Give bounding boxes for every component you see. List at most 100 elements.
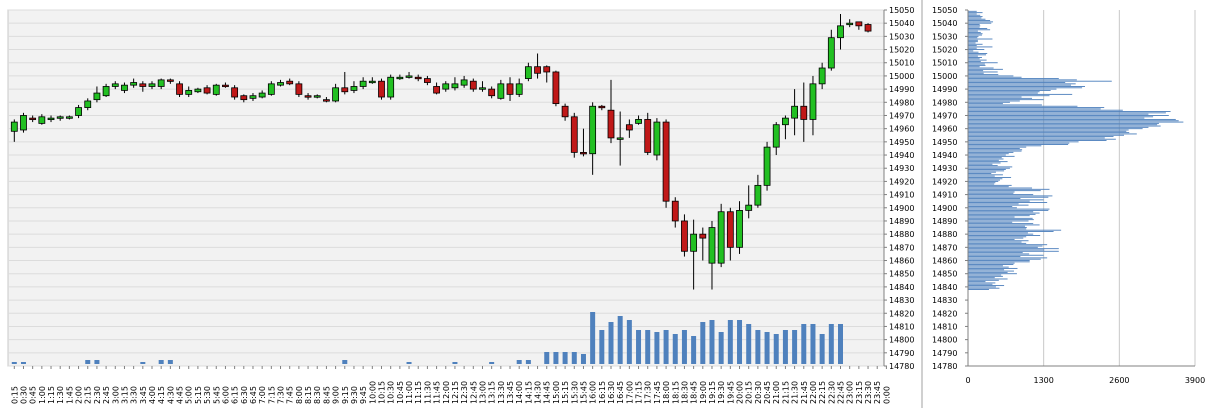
candle-up — [84, 100, 92, 108]
candle-down — [295, 83, 303, 95]
x-tick-label: 22:45 — [837, 381, 846, 404]
profile-bar — [968, 153, 1009, 155]
candle-up — [102, 86, 110, 97]
candle-up — [736, 210, 743, 248]
candle-down — [644, 119, 652, 153]
x-tick-label: 7:30 — [277, 386, 286, 404]
profile-bar — [968, 111, 1171, 112]
x-tick-label: 11:45 — [433, 381, 442, 404]
profile-y-tick-label: 14920 — [932, 177, 957, 186]
profile-bar — [968, 252, 1023, 254]
profile-bar — [968, 213, 1036, 215]
candle-up — [267, 83, 275, 95]
profile-bar — [968, 184, 1012, 186]
y-tick-label: 14990 — [889, 85, 914, 94]
profile-bar — [968, 273, 1017, 275]
profile-bar — [968, 212, 1040, 214]
candle-up — [460, 79, 468, 86]
candle-up — [65, 116, 73, 119]
profile-bar — [968, 235, 1041, 236]
profile-bar — [968, 233, 1034, 235]
candle-down — [671, 200, 679, 222]
profile-bar — [968, 95, 1050, 97]
y-tick-label: 14860 — [889, 257, 914, 266]
y-tick-label: 15040 — [889, 19, 914, 28]
profile-bar — [968, 207, 1017, 209]
candle-down — [203, 87, 211, 94]
volume-bar — [718, 332, 724, 364]
candle-down — [231, 87, 239, 98]
profile-bar — [968, 245, 1043, 247]
x-tick-label: 20:30 — [754, 381, 763, 404]
profile-bar — [968, 129, 1129, 131]
profile-y-tick-label: 14870 — [932, 243, 957, 252]
profile-bar — [968, 43, 983, 45]
profile-bar — [968, 165, 998, 167]
profile-bar — [968, 60, 981, 62]
profile-bar — [968, 130, 1127, 132]
x-tick-label: 5:15 — [194, 386, 203, 404]
profile-y-tick-label: 14980 — [932, 98, 957, 107]
profile-bar — [968, 49, 985, 51]
profile-bar — [968, 82, 1066, 83]
y-tick-label: 15030 — [889, 32, 914, 41]
profile-bar — [968, 24, 980, 25]
profile-bar — [968, 38, 993, 40]
volume-bar — [801, 324, 807, 364]
profile-y-tick-label: 14950 — [932, 138, 957, 147]
x-tick-label: 22:30 — [827, 381, 836, 404]
profile-bar — [968, 236, 1027, 238]
candle-up — [479, 87, 486, 90]
profile-y-tick-label: 15010 — [932, 59, 957, 68]
candle-up — [497, 83, 505, 99]
profile-bar — [968, 93, 1073, 95]
profile-bar — [968, 33, 983, 35]
profile-y-tick-label: 14830 — [932, 296, 957, 305]
profile-bar — [968, 215, 1030, 217]
candle-down — [139, 83, 147, 87]
x-tick-label: 9:15 — [341, 386, 350, 404]
candle-down — [176, 83, 183, 95]
volume-bar — [617, 316, 623, 364]
candle-down — [726, 211, 734, 248]
profile-bar — [968, 158, 1004, 160]
profile-bar — [968, 240, 1029, 242]
profile-bar — [968, 10, 977, 12]
candle-down — [488, 88, 496, 97]
profile-bar — [968, 248, 1059, 250]
candle-down — [800, 105, 808, 120]
x-tick-label: 16:30 — [607, 381, 616, 404]
candle-up — [708, 227, 716, 264]
profile-bar — [968, 20, 991, 22]
profile-bar — [968, 120, 1179, 122]
x-tick-label: 13:00 — [478, 381, 487, 404]
x-tick-label: 4:45 — [176, 386, 185, 404]
candle-up — [368, 80, 376, 84]
x-tick-label: 16:00 — [589, 381, 598, 404]
candle-down — [29, 117, 37, 121]
profile-bar — [968, 14, 981, 16]
x-tick-label: 22:15 — [818, 381, 827, 404]
volume-bar — [167, 360, 173, 364]
x-tick-label: 21:00 — [772, 381, 781, 404]
volume-bar — [544, 352, 550, 364]
profile-y-tick-label: 15050 — [932, 6, 957, 15]
candle-down — [864, 24, 872, 32]
x-tick-label: 21:15 — [781, 381, 790, 404]
profile-bar — [968, 83, 1076, 85]
volume-bar — [590, 312, 596, 364]
profile-y-tick-label: 14890 — [932, 217, 957, 226]
candle-up — [396, 76, 404, 80]
candle-up — [157, 79, 165, 87]
y-tick-label: 14960 — [889, 125, 914, 134]
x-tick-label: 11:30 — [423, 381, 432, 404]
candle-down — [378, 80, 385, 98]
x-tick-label: 11:00 — [405, 381, 414, 404]
volume-bar — [608, 322, 614, 364]
price-plot-area[interactable] — [7, 9, 885, 367]
profile-bar — [968, 175, 995, 177]
profile-bar — [968, 107, 1105, 109]
x-tick-label: 6:15 — [231, 386, 240, 404]
profile-bar — [968, 128, 1143, 130]
profile-bar — [968, 256, 1021, 258]
